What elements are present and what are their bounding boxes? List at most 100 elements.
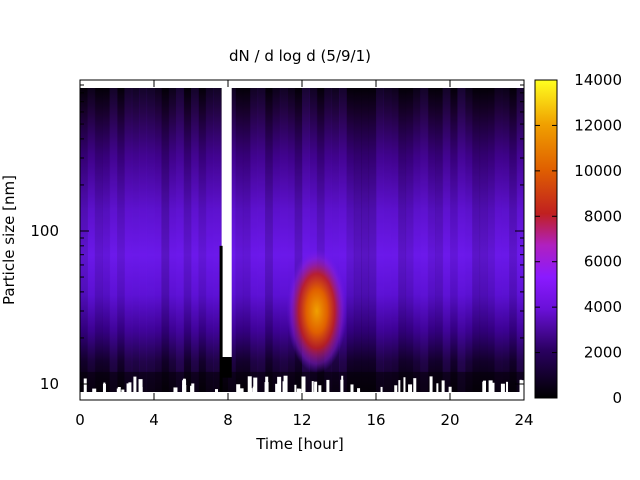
heatmap-stripe <box>413 88 421 392</box>
growth-burst <box>286 249 347 374</box>
missing-bin <box>117 386 121 392</box>
heatmap-stripe <box>509 88 518 392</box>
missing-bin <box>253 377 258 392</box>
missing-bin <box>92 388 97 392</box>
missing-bin <box>403 377 406 392</box>
heatmap-stripe <box>309 88 318 392</box>
heatmap-stripe <box>235 88 244 392</box>
heatmap-stripe <box>353 88 362 392</box>
heatmap-stripe <box>109 88 118 392</box>
heatmap-stripe <box>102 88 111 392</box>
missing-bin <box>318 385 322 392</box>
heatmap-stripe <box>272 88 281 392</box>
heatmap-stripe <box>294 88 303 392</box>
missing-bin <box>357 388 361 392</box>
low-size-gaps <box>83 245 524 392</box>
missing-bin <box>314 381 318 392</box>
colorbar <box>534 79 558 399</box>
heatmap-stripe <box>457 88 466 392</box>
heatmap-stripe <box>124 88 133 392</box>
missing-bin <box>277 376 282 392</box>
missing-bin <box>500 383 505 392</box>
heatmap-stripe <box>316 88 325 392</box>
heatmap-stripe <box>398 88 407 392</box>
heatmap-stripe <box>257 88 266 392</box>
heatmap-stripe <box>390 88 399 392</box>
missing-bin <box>429 376 433 392</box>
missing-bin <box>138 379 143 392</box>
missing-bin <box>311 381 314 392</box>
heatmap-stripe <box>450 88 458 392</box>
heatmap-stripe <box>87 88 96 392</box>
missing-bin <box>340 379 344 392</box>
missing-bin <box>133 376 137 392</box>
missing-bin <box>182 380 187 392</box>
heatmap-stripe <box>302 88 310 392</box>
heatmap-stripe <box>146 88 155 392</box>
heatmap-stripe <box>464 88 473 392</box>
heatmap-stripe <box>494 88 503 392</box>
missing-bin <box>275 388 280 392</box>
missing-bin <box>448 386 452 392</box>
colorbar-tick-label: 14000 <box>574 71 622 89</box>
x-tick-label: 24 <box>514 411 533 429</box>
heatmap <box>80 88 524 392</box>
missing-bin <box>103 382 106 392</box>
missing-bin <box>275 383 279 392</box>
y-axis-title: Particle size [nm] <box>0 175 18 305</box>
heatmap-stripe <box>191 88 199 392</box>
missing-bin <box>380 386 383 392</box>
x-axis-title: Time [hour] <box>255 435 344 453</box>
missing-bin <box>247 376 252 392</box>
missing-bin <box>128 382 132 392</box>
heatmap-stripe <box>324 88 333 392</box>
heatmap-stripe <box>131 88 140 392</box>
missing-bin <box>301 376 306 392</box>
heatmap-stripe <box>94 88 103 392</box>
heatmap-stripe <box>213 88 222 392</box>
missing-bin <box>191 383 195 392</box>
heatmap-stripe <box>501 88 510 392</box>
missing-bin <box>506 381 509 392</box>
missing-bin <box>408 384 413 392</box>
x-tick-label: 0 <box>75 411 85 429</box>
missing-bin <box>294 384 297 392</box>
y-tick-label: 10 <box>40 375 59 393</box>
heatmap-stripe <box>154 88 162 392</box>
missing-bin <box>441 380 445 392</box>
heatmap-stripe <box>242 88 251 392</box>
heatmap-stripe <box>361 88 370 392</box>
missing-bin <box>214 389 218 392</box>
x-tick-label: 12 <box>292 411 311 429</box>
x-tick-label: 4 <box>149 411 159 429</box>
missing-bin <box>236 384 241 392</box>
colorbar-tick-label: 12000 <box>574 116 622 134</box>
heatmap-stripe <box>405 88 414 392</box>
heatmap-stripe <box>205 88 214 392</box>
heatmap-stripe <box>420 88 429 392</box>
heatmap-stripe <box>183 88 192 392</box>
data-gap <box>221 88 232 358</box>
heatmap-stripe <box>265 88 273 392</box>
chart-title: dN / d log d (5/9/1) <box>229 47 371 65</box>
missing-bin <box>394 385 398 392</box>
x-tick-label: 8 <box>223 411 233 429</box>
heatmap-stripe <box>487 88 495 392</box>
missing-bin <box>265 376 269 392</box>
missing-bin <box>519 379 522 392</box>
heatmap-stripes <box>80 88 524 392</box>
gap-fill <box>221 357 232 378</box>
missing-bin <box>483 380 487 392</box>
colorbar-axis: 0 2000 4000 6000 8000 10000 12000 14000 <box>535 71 622 407</box>
colorbar-tick-label: 2000 <box>584 344 622 362</box>
missing-bin <box>190 385 193 392</box>
heatmap-stripe <box>198 88 207 392</box>
missing-bin <box>350 384 354 392</box>
missing-bin <box>83 378 87 392</box>
heatmap-stripe <box>176 88 185 392</box>
heatmap-stripe <box>250 88 259 392</box>
x-tick-label: 20 <box>440 411 459 429</box>
heatmap-stripe <box>139 88 148 392</box>
heatmap-stripe <box>168 88 177 392</box>
